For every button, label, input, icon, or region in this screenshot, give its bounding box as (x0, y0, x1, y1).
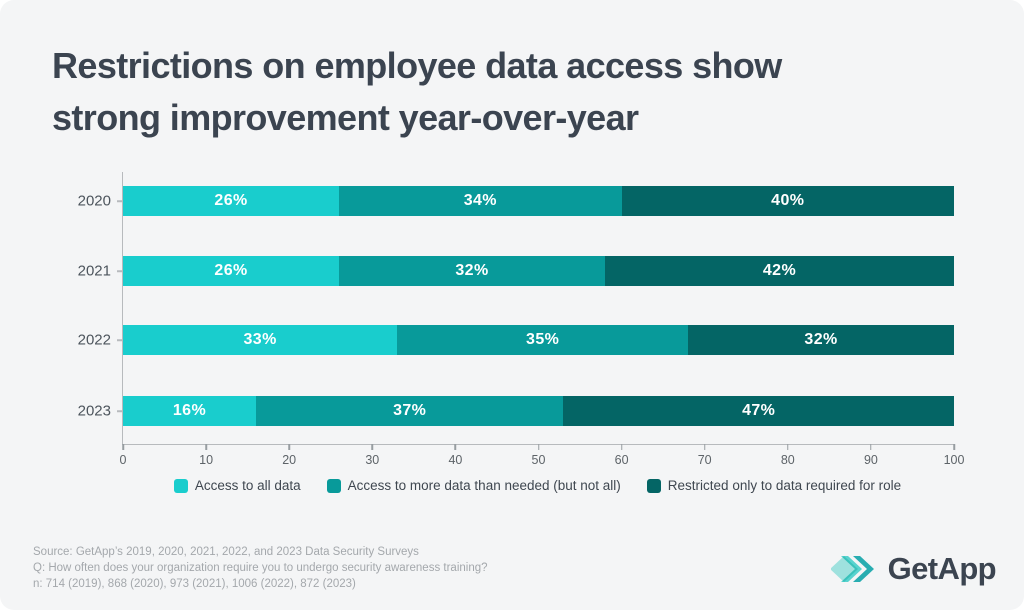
getapp-logo-icon (830, 556, 874, 582)
x-axis-tick-label: 30 (365, 453, 380, 467)
category-label: 2020 (77, 192, 111, 210)
x-axis-tick (953, 444, 955, 450)
bar-segment: 47% (563, 396, 954, 426)
plot-area: 26% 34% 40% 2020 26% 32% 42% 2021 33% 35% 32% 2022 1… (78, 172, 964, 467)
x-axis-tick-label: 100 (943, 453, 965, 467)
x-axis-tick-label: 80 (780, 453, 795, 467)
bar-value-label: 32% (804, 331, 838, 348)
bar-segment: 33% (123, 325, 398, 355)
bar-segment: 26% (123, 256, 340, 286)
y-axis-tick (117, 339, 123, 341)
legend-label: Access to more data than needed (but not… (347, 478, 621, 493)
y-axis-tick (117, 270, 123, 272)
bar-row-2020: 26% 34% 40% (123, 186, 954, 216)
legend: Access to all data Access to more data th… (122, 478, 953, 493)
legend-swatch (646, 478, 661, 493)
x-axis-tick (870, 444, 872, 450)
legend-item: Access to all data (173, 478, 301, 493)
category-label: 2021 (77, 262, 111, 280)
legend-swatch (173, 478, 188, 493)
legend-item: Access to more data than needed (but not… (326, 478, 621, 493)
footer-source-line: Source: GetApp’s 2019, 2020, 2021, 2022,… (33, 546, 419, 558)
bar-value-label: 35% (526, 331, 560, 348)
bar-segment: 42% (604, 256, 954, 286)
x-axis-tick-label: 20 (282, 453, 297, 467)
category-label: 2022 (77, 331, 111, 349)
x-axis-tick (620, 444, 623, 450)
legend-item: Restricted only to data required for rol… (646, 478, 902, 493)
page-title-line-1: Restrictions on employee data access sho… (52, 45, 782, 86)
bar-value-label: 47% (742, 402, 776, 419)
x-axis-tick-label: 90 (863, 453, 878, 467)
bar-value-label: 32% (455, 262, 489, 279)
x-axis-tick (371, 444, 374, 450)
page-title-line-2: strong improvement year-over-year (52, 97, 639, 139)
footer-question-line: Q: How often does your organization requ… (33, 562, 488, 574)
footer-sample-line: n: 714 (2019), 868 (2020), 973 (2021), 1… (33, 578, 356, 590)
x-axis-tick-label: 0 (119, 453, 127, 467)
x-axis-tick-label: 40 (448, 453, 463, 467)
getapp-logo: GetApp (830, 550, 997, 588)
bar-row-2023: 16% 37% 47% (123, 396, 954, 426)
x-axis-tick (454, 444, 457, 450)
legend-label: Access to all data (194, 478, 301, 493)
legend-label: Restricted only to data required for rol… (667, 478, 902, 493)
legend-swatch (326, 478, 341, 493)
bar-value-label: 26% (214, 192, 248, 209)
bar-row-2022: 33% 35% 32% (123, 325, 954, 355)
x-axis-tick (537, 444, 540, 450)
footer-notes: Source: GetApp’s 2019, 2020, 2021, 2022,… (33, 544, 488, 592)
x-axis-tick (288, 444, 290, 450)
bar-value-label: 33% (243, 331, 277, 348)
y-axis-tick (117, 200, 123, 202)
page-title: Restrictions on employee data access sho… (52, 40, 782, 144)
bar-segment: 26% (123, 186, 340, 216)
x-axis-tick (205, 444, 207, 450)
getapp-logo-text: GetApp (887, 551, 997, 586)
x-axis-tick (787, 444, 789, 450)
y-axis-tick (117, 410, 123, 412)
bar-segment: 37% (255, 396, 564, 426)
logo-chevron-2 (852, 556, 874, 582)
bar-value-label: 40% (771, 192, 805, 209)
bar-segment: 35% (397, 325, 689, 355)
bar-value-label: 37% (393, 402, 427, 419)
bar-segment: 34% (339, 186, 622, 216)
bar-segment: 32% (339, 256, 605, 286)
x-axis-tick-label: 70 (697, 453, 712, 467)
bar-segment: 16% (123, 396, 256, 426)
bar-value-label: 42% (762, 262, 797, 279)
category-label: 2023 (77, 402, 111, 420)
x-axis-tick-label: 50 (531, 453, 546, 467)
x-axis-tick-label: 10 (199, 453, 214, 467)
bar-segment: 32% (688, 325, 954, 355)
bar-value-label: 16% (172, 402, 207, 419)
bar-segment: 40% (621, 186, 954, 216)
bar-row-2021: 26% 32% 42% (123, 256, 954, 286)
x-axis-tick (122, 444, 124, 450)
x-axis-tick (703, 444, 706, 450)
bar-value-label: 34% (463, 192, 497, 209)
x-axis-tick-label: 60 (614, 453, 629, 467)
logo-diamond-shape (830, 556, 858, 582)
logo-chevron-1 (840, 556, 862, 582)
bar-value-label: 26% (214, 262, 248, 279)
